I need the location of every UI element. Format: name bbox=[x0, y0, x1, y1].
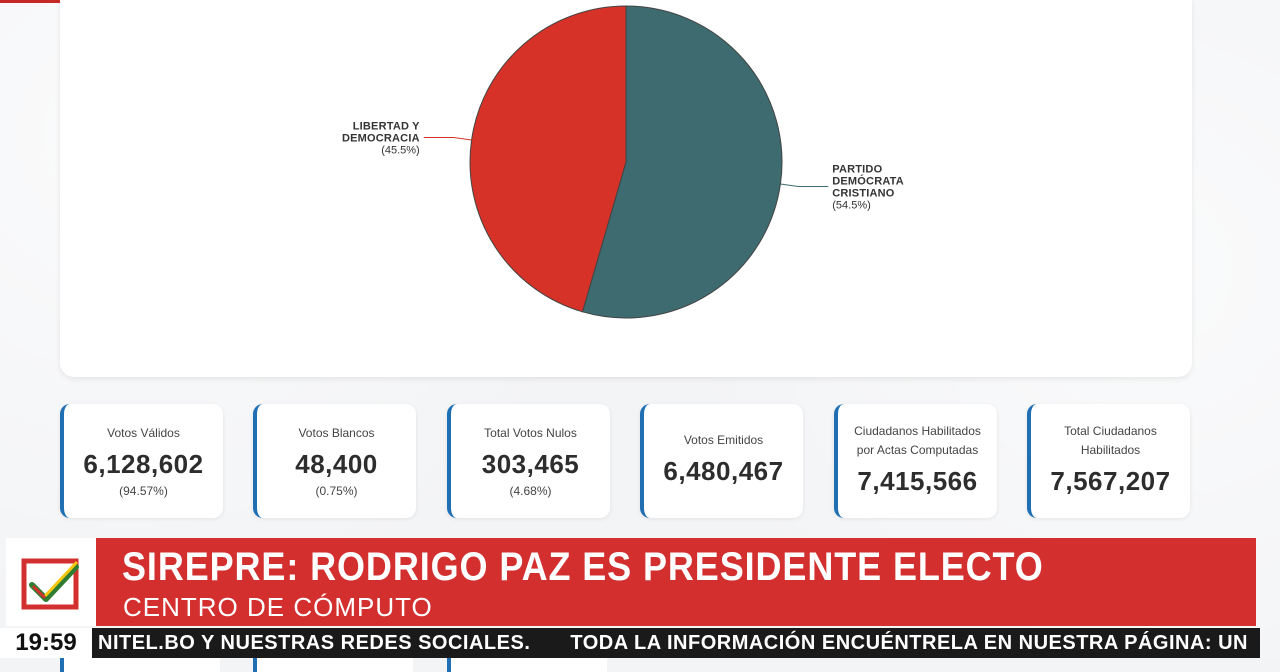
stat-card-votos-blancos: Votos Blancos 48,400 (0.75%) bbox=[253, 404, 416, 518]
pie-slice-label: DEMOCRACIA bbox=[342, 132, 420, 144]
stat-card-total-ciudadanos: Total Ciudadanos Habilitados 7,567,207 bbox=[1027, 404, 1190, 518]
stat-label: Ciudadanos Habilitados por Actas Computa… bbox=[854, 423, 981, 457]
stat-value: 48,400 bbox=[295, 449, 378, 479]
pie-leader-line-0 bbox=[780, 183, 829, 188]
stat-value: 6,480,467 bbox=[663, 456, 784, 486]
stat-card-votos-emitidos: Votos Emitidos 6,480,467 bbox=[640, 404, 803, 518]
headline-text: SIREPRE: RODRIGO PAZ ES PRESIDENTE ELECT… bbox=[122, 545, 1044, 589]
ticker-clock: 19:59 bbox=[0, 628, 92, 658]
stat-card-ciudadanos-actas: Ciudadanos Habilitados por Actas Computa… bbox=[834, 404, 997, 518]
stat-value: 7,567,207 bbox=[1050, 465, 1171, 496]
stat-percentage: (94.57%) bbox=[119, 484, 168, 498]
pie-slice-label: DEMÓCRATA bbox=[832, 175, 904, 188]
stat-label: Total Votos Nulos bbox=[484, 426, 577, 440]
stat-label: Votos Emitidos bbox=[683, 433, 764, 447]
pie-slice-label: (54.5%) bbox=[832, 200, 871, 212]
stat-value: 6,128,602 bbox=[83, 449, 204, 479]
ballot-check-icon bbox=[21, 558, 79, 610]
news-ticker bbox=[0, 628, 1260, 658]
stat-label: Total Ciudadanos Habilitados bbox=[1064, 423, 1157, 457]
pie-slice-0 bbox=[581, 5, 783, 319]
stat-label: Votos Válidos bbox=[107, 426, 180, 440]
pie-slice-1 bbox=[469, 5, 627, 313]
pie-chart-card: PARTIDO DEMÓCRATA CRISTIANO (54.5%) LIBERTAD… bbox=[60, 0, 1192, 377]
subhead-text: CENTRO DE CÓMPUTO bbox=[123, 592, 433, 622]
stat-percentage: (4.68%) bbox=[509, 484, 552, 498]
stat-value: 7,415,566 bbox=[857, 465, 978, 496]
card-edge bbox=[253, 658, 413, 672]
headline-banner bbox=[96, 538, 1256, 626]
stat-percentage: (0.75%) bbox=[315, 484, 358, 498]
stat-card-votos-nulos: Total Votos Nulos 303,465 (4.68%) bbox=[447, 404, 610, 518]
pie-slice-label: PARTIDO bbox=[832, 164, 882, 176]
stat-value: 303,465 bbox=[481, 449, 580, 479]
card-edge bbox=[447, 658, 607, 672]
channel-logo bbox=[6, 538, 96, 626]
ticker-text: NITEL.BO Y NUESTRAS REDES SOCIALES. TODA … bbox=[98, 628, 1248, 658]
ticker-segment: NITEL.BO Y NUESTRAS REDES SOCIALES. bbox=[98, 632, 531, 654]
stat-card-votos-validos: Votos Válidos 6,128,602 (94.57%) bbox=[60, 404, 223, 518]
pie-slice-label: CRISTIANO bbox=[832, 188, 895, 200]
pie-leader-line-1 bbox=[423, 136, 472, 141]
card-edge bbox=[60, 658, 220, 672]
stat-label: Votos Blancos bbox=[298, 426, 375, 440]
pie-slice-label: (45.5%) bbox=[381, 144, 420, 156]
pie-slice-label: LIBERTAD Y bbox=[353, 120, 420, 132]
ticker-segment: TODA LA INFORMACIÓN ENCUÉNTRELA EN NUEST… bbox=[570, 632, 1248, 654]
